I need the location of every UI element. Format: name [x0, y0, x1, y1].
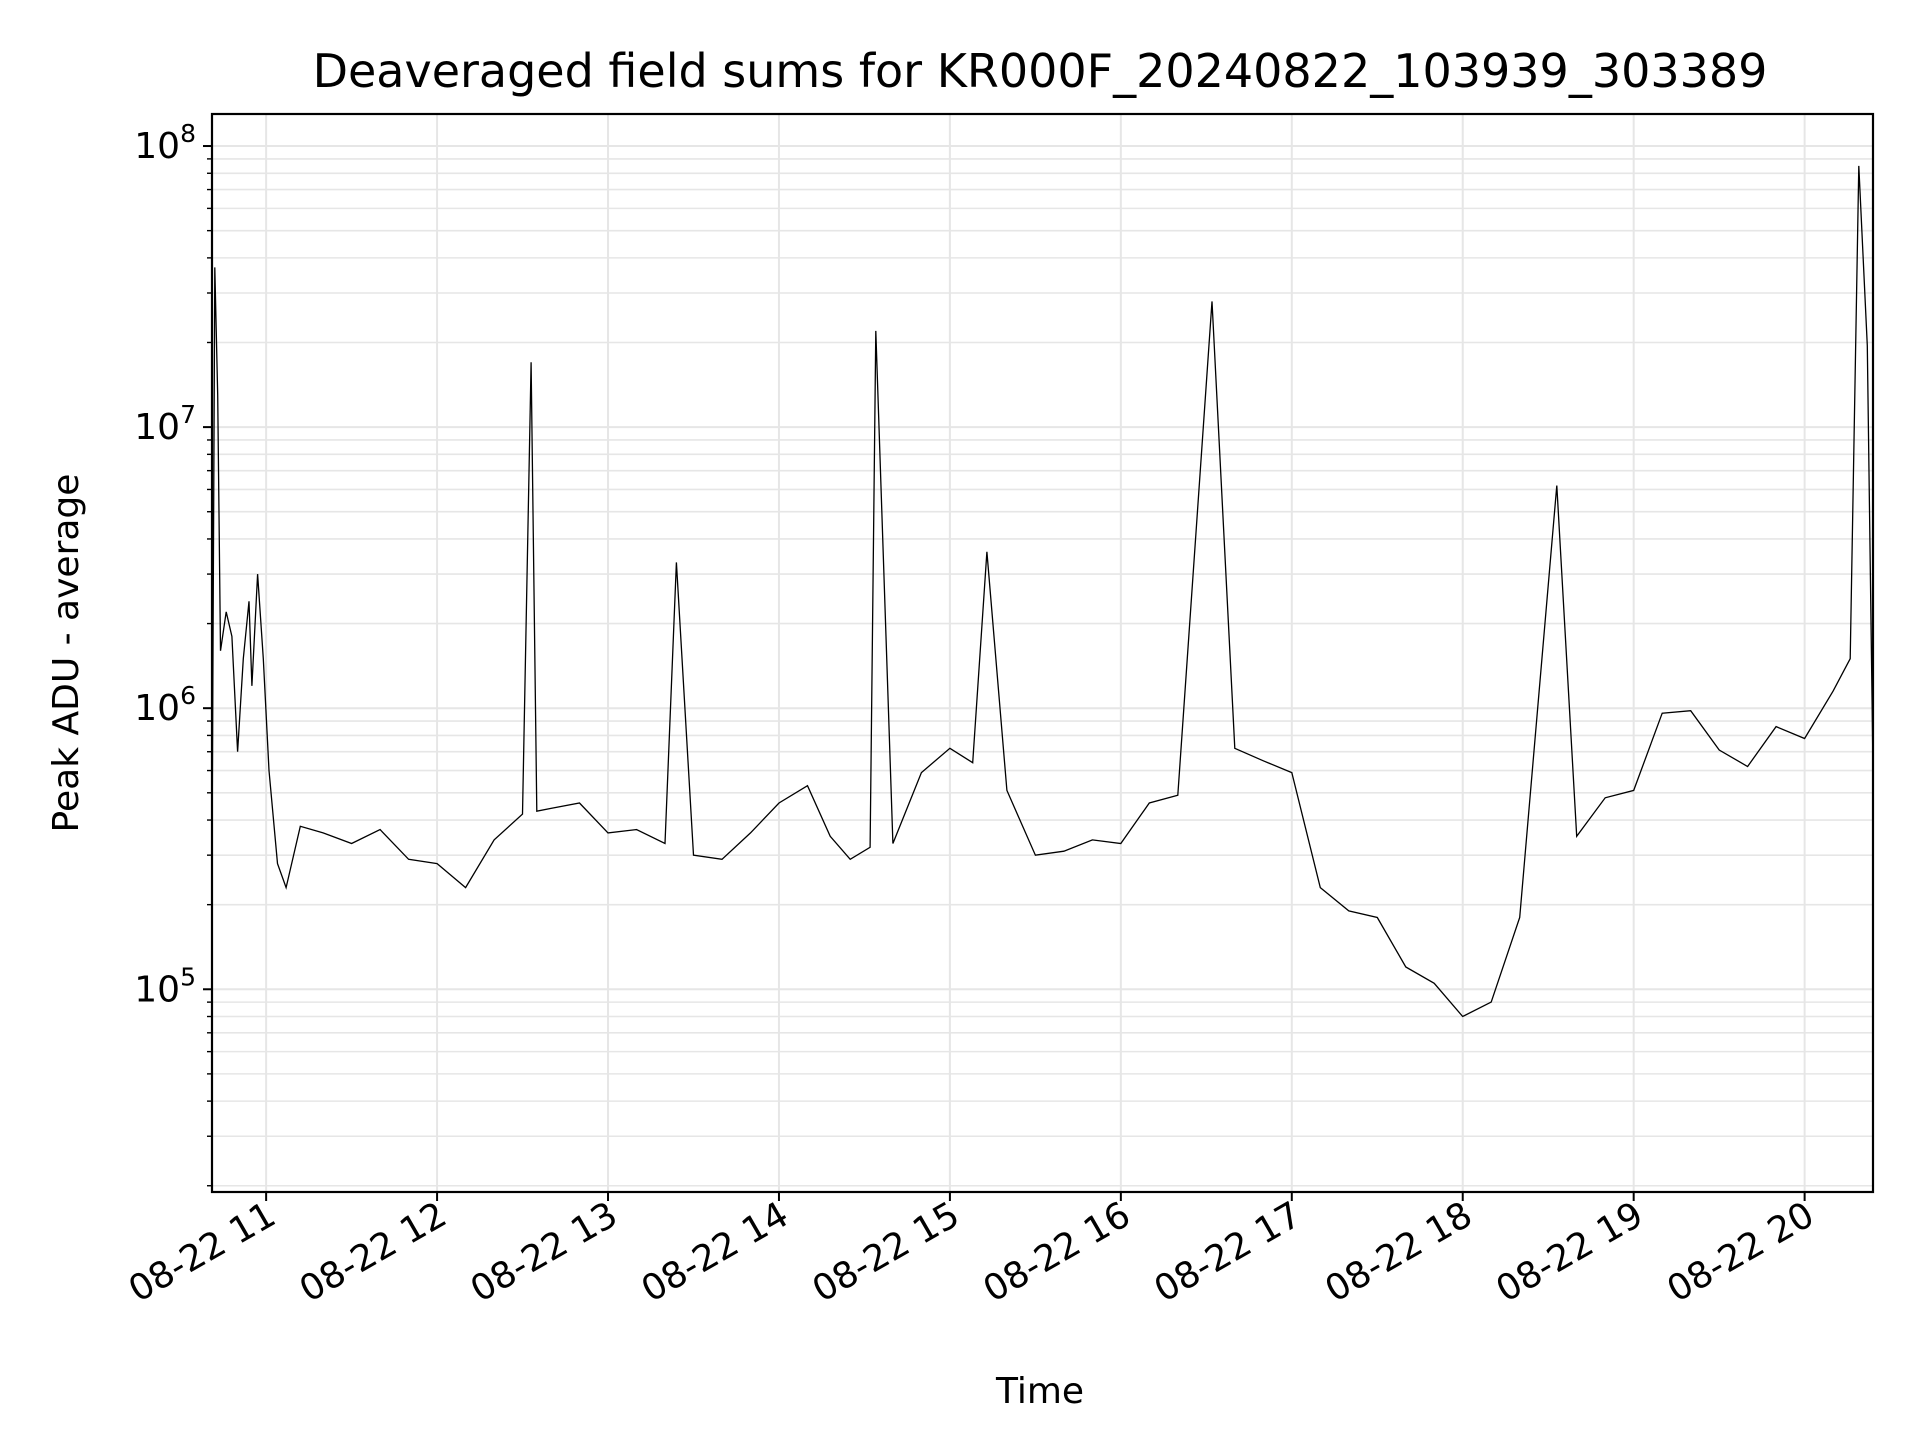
chart-title: Deaveraged field sums for KR000F_2024082… — [313, 44, 1768, 98]
y-tick-label: 108 — [134, 119, 196, 167]
y-tick-label: 106 — [134, 681, 196, 729]
y-tick-label: 105 — [134, 962, 196, 1010]
series-line-0 — [211, 165, 1874, 1018]
grid — [212, 114, 1873, 1192]
y-axis-ticks: 105 106 107 108 — [134, 119, 212, 1187]
y-tick-label: 107 — [134, 400, 196, 448]
series-layer — [211, 165, 1874, 1018]
plot-frame — [210, 112, 1875, 1194]
y-axis-label: Peak ADU - average — [46, 474, 87, 833]
x-axis-label: Time — [995, 1371, 1084, 1412]
